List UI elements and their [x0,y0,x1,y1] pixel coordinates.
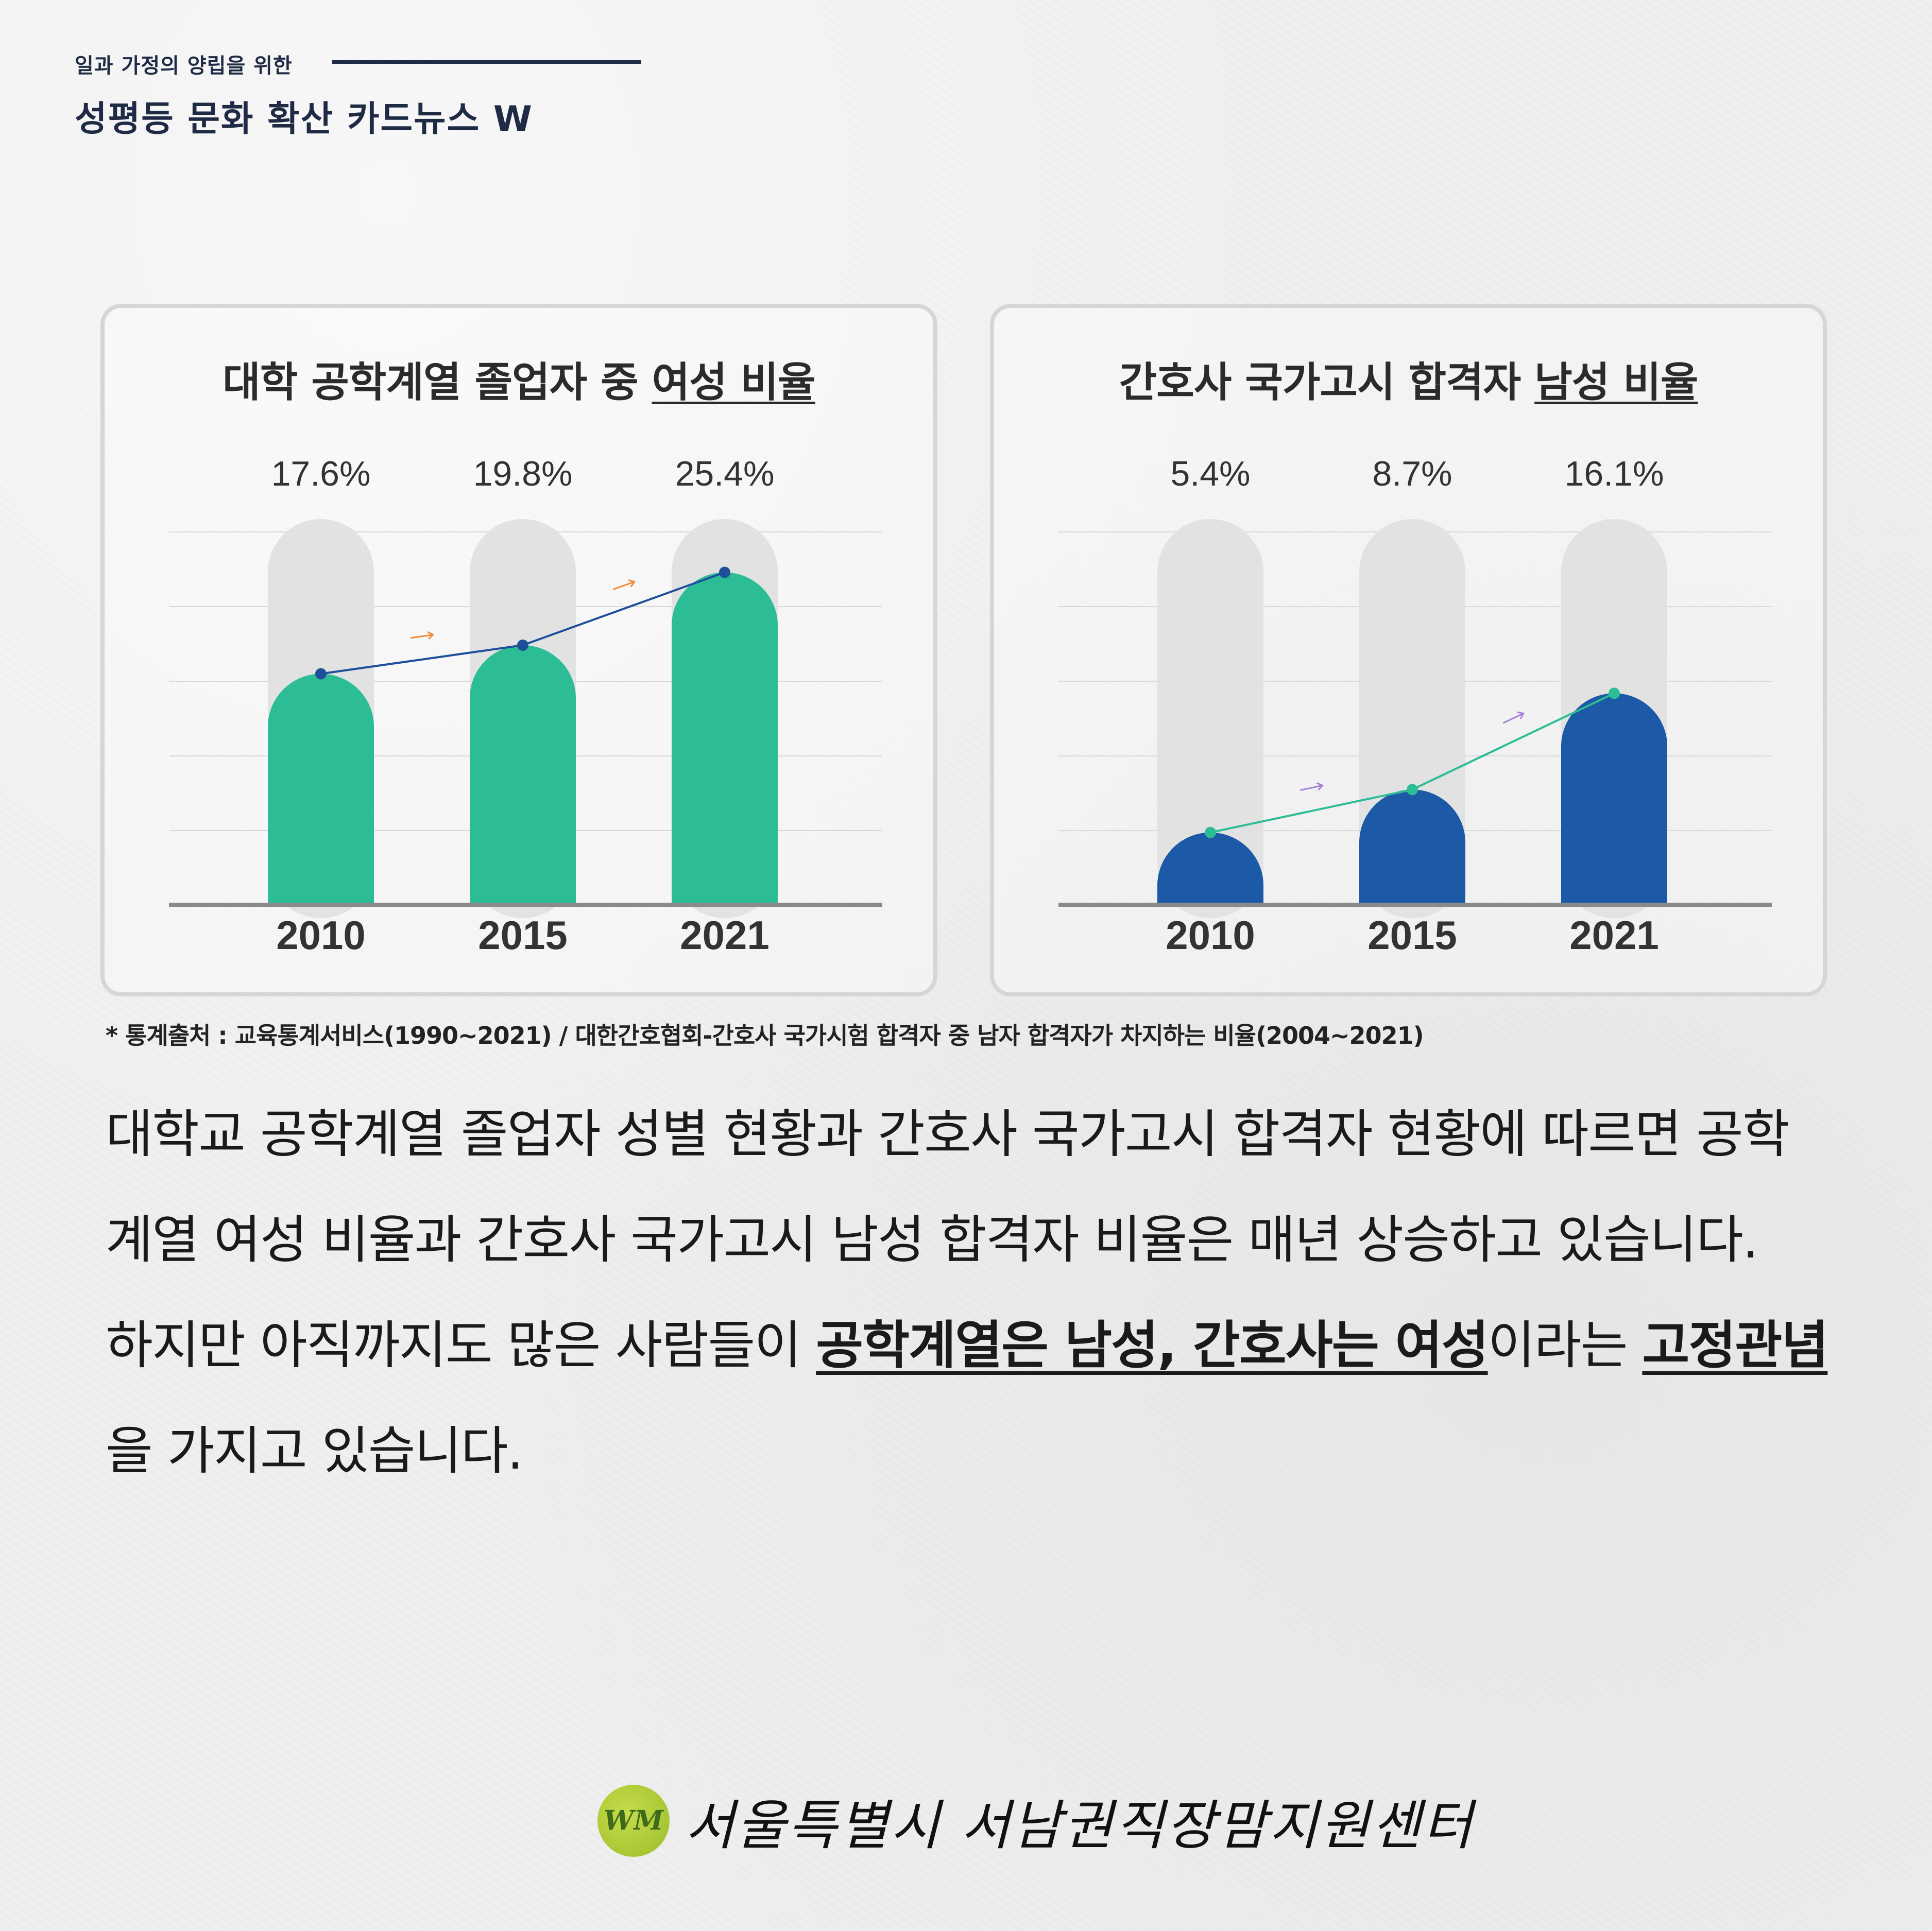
bar-2010 [268,674,374,903]
body-text-part: 을 가지고 있습니다. [106,1421,523,1481]
value-label: 16.1% [1565,454,1664,493]
source-note: * 통계출처 : 교육통계서비스(1990~2021) / 대한간호협회-간호사… [106,1022,1424,1049]
center-logo-icon: WM [597,1784,670,1857]
arrow-head [628,579,636,588]
category-label: 2010 [1166,912,1255,958]
value-label: 8.7% [1373,454,1452,493]
arrow-shaft [411,634,433,639]
header-title: 성평등 문화 확산 카드뉴스 W [75,99,533,140]
trend-arrow-icon [1502,711,1525,724]
value-label: 17.6% [271,454,371,493]
bar-2010 [1157,832,1263,903]
bar-2021 [672,572,778,903]
body-text-part: 이라는 [1488,1315,1643,1375]
trend-point [315,668,327,680]
trend-point [719,566,730,578]
chart-card-nursing: 간호사 국가고시 합격자 남성 비율 5.4% 2010 8.7% 2015 16.1%… [990,304,1827,996]
chart-title-emphasis: 남성 비율 [1534,358,1698,406]
body-paragraph-2: 하지만 아직까지도 많은 사람들이 공학계열은 남성, 간호사는 여성이라는 고… [106,1292,1831,1504]
arrow-shaft [612,581,635,591]
chart-title-emphasis: 여성 비율 [652,358,816,406]
body-text: 대학교 공학계열 졸업자 성별 현황과 간호사 국가고시 합격자 현황에 따르면… [106,1081,1831,1504]
arrow-head [1316,782,1324,791]
body-text-part: 하지만 아직까지도 많은 사람들이 [106,1315,816,1375]
chart-title-text: 대학 공학계열 졸업자 중 [223,358,652,406]
category-label: 2021 [680,912,770,958]
bar-2015 [470,645,576,903]
arrow-head [427,631,435,640]
trend-arrow-icon [1300,782,1324,791]
bar-2021 [1561,693,1667,903]
header-subtitle: 일과 가정의 양립을 위한 [75,54,293,78]
trend-point [1205,826,1216,838]
arrow-shaft [1502,713,1524,724]
chart-card-engineering: 대학 공학계열 졸업자 중 여성 비율 17.6% 2010 19.8% 2015 25… [100,304,937,996]
chart-title: 간호사 국가고시 합격자 남성 비율 [994,349,1823,409]
header: 일과 가정의 양립을 위한 성평등 문화 확산 카드뉴스 W [75,49,641,141]
bar-background [1157,519,1263,918]
bar-2015 [1359,789,1465,903]
chart-title: 대학 공학계열 졸업자 중 여성 비율 [105,349,933,409]
value-label: 25.4% [675,454,775,493]
chart-title-text: 간호사 국가고시 합격자 [1119,358,1535,406]
highlight-stereotype: 공학계열은 남성, 간호사는 여성 [816,1315,1489,1375]
trend-point [517,639,528,651]
value-label: 5.4% [1171,454,1251,493]
logo-text: WM [604,1805,663,1836]
trend-point [1407,784,1418,796]
body-paragraph-1: 대학교 공학계열 졸업자 성별 현황과 간호사 국가고시 합격자 현황에 따르면… [106,1104,1790,1270]
engineering-bar-chart: 17.6% 2010 19.8% 2015 25.4% 2021 [169,454,882,958]
category-label: 2015 [1367,912,1457,958]
arrow-shaft [1300,784,1323,791]
trend-point [1609,687,1620,699]
value-label: 19.8% [473,454,573,493]
trend-arrow-icon [612,579,636,591]
highlight-fixed-idea: 고정관념 [1642,1315,1828,1375]
footer: WM 서울특별시 서남권직장맘지원센터 [597,1782,1474,1859]
header-rule [332,60,641,64]
nursing-bar-chart: 5.4% 2010 8.7% 2015 16.1% 2021 [1058,454,1772,958]
category-label: 2015 [478,912,568,958]
center-name: 서울특별시 서남권직장맘지원센터 [685,1794,1475,1857]
category-label: 2010 [276,912,366,958]
category-label: 2021 [1569,912,1659,958]
arrow-head [1517,711,1525,719]
trend-arrow-icon [411,631,435,640]
